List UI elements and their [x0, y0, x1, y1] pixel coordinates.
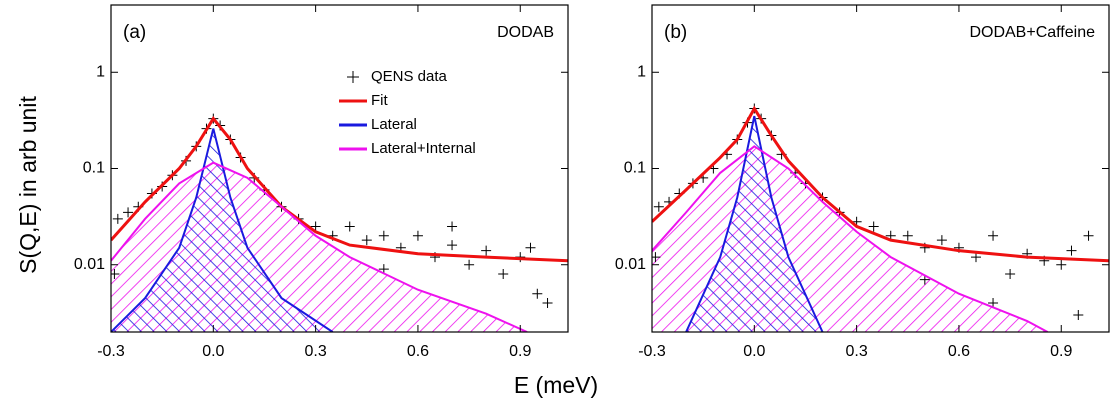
curve	[652, 105, 1109, 263]
x-tick-label: 0.6	[407, 343, 429, 360]
y-tick-label: 0.01	[74, 256, 105, 273]
y-tick-label: 0.1	[83, 160, 105, 177]
plot-area	[652, 103, 1109, 332]
data-point	[1005, 269, 1016, 280]
x-tick-label: -0.3	[638, 343, 666, 360]
data-point	[1073, 310, 1084, 321]
x-tick-label: 0.0	[202, 343, 224, 360]
data-point	[542, 298, 553, 309]
x-tick-label: 0.9	[1050, 343, 1072, 360]
panel-title: DODAB+Caffeine	[969, 24, 1095, 41]
x-tick-label: 0.9	[509, 343, 531, 360]
x-tick-label: -0.3	[97, 343, 125, 360]
data-point	[378, 230, 389, 241]
x-tick-label: 0.3	[846, 343, 868, 360]
hatched-area	[111, 128, 333, 332]
y-tick-label: 0.01	[615, 256, 646, 273]
legend-marker	[347, 71, 359, 83]
data-point	[447, 240, 458, 251]
curve	[685, 115, 824, 332]
x-tick-label: 0.0	[743, 343, 765, 360]
data-point	[464, 259, 475, 270]
legend-label: Lateral+Internal	[371, 140, 476, 157]
data-point	[653, 201, 664, 212]
x-tick-label: 0.3	[305, 343, 327, 360]
plot-area	[111, 113, 568, 332]
y-tick-label: 1	[637, 63, 646, 80]
y-axis-label: S(Q,E) in arb unit	[15, 96, 41, 274]
data-point	[1066, 245, 1077, 256]
data-point	[123, 207, 134, 218]
panel-label: (a)	[123, 22, 146, 43]
data-point	[447, 221, 458, 232]
curve	[652, 145, 1049, 332]
data-point	[481, 245, 492, 256]
data-point	[361, 235, 372, 246]
data-point	[344, 221, 355, 232]
x-axis-label: E (meV)	[514, 372, 598, 398]
data-point	[1083, 230, 1094, 241]
data-point	[412, 230, 423, 241]
data-point	[1056, 259, 1067, 270]
data-point	[498, 269, 509, 280]
legend-label: QENS data	[371, 68, 448, 85]
data-point	[525, 242, 536, 253]
data-point	[532, 288, 543, 299]
y-tick-label: 0.1	[624, 160, 646, 177]
data-point	[988, 230, 999, 241]
curve	[111, 128, 334, 332]
y-tick-label: 1	[96, 63, 105, 80]
curve	[111, 116, 568, 263]
hatched-area	[686, 116, 823, 332]
panel-title: DODAB	[497, 24, 554, 41]
legend-label: Fit	[371, 92, 388, 109]
data-point	[902, 230, 913, 241]
data-point	[936, 235, 947, 246]
panel-label: (b)	[664, 22, 687, 43]
legend-label: Lateral	[371, 116, 417, 133]
data-point	[310, 221, 321, 232]
x-tick-label: 0.6	[948, 343, 970, 360]
data-point	[112, 213, 123, 224]
curve	[111, 161, 528, 332]
data-point	[868, 221, 879, 232]
